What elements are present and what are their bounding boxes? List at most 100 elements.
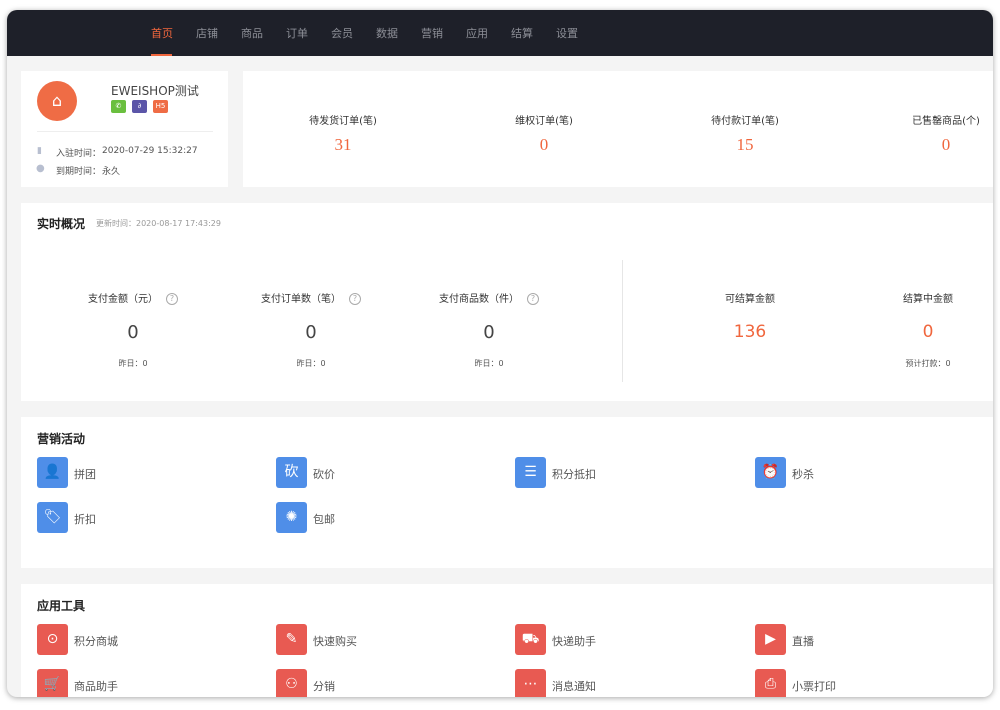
join-time: 2020-07-29 15:32:27 (102, 146, 198, 156)
pen-icon: ✎ (276, 624, 307, 655)
shop-profile-card: ⌂ EWEISHOP测试 ✆ ∂ H5 ▮ 入驻时间： 2020-07-29 1… (21, 71, 228, 187)
item-label: 积分商城 (74, 635, 118, 648)
item-label: 分销 (313, 680, 335, 693)
settle-label: 结算中金额 (903, 294, 953, 305)
stat-label: 已售罄商品(个) (912, 116, 980, 127)
section-title: 应用工具 (37, 599, 86, 613)
settle-label: 可结算金额 (725, 294, 775, 305)
settle-value: 0 (922, 322, 934, 342)
item-label: 快速购买 (313, 635, 357, 648)
nav-home[interactable]: 首页 (151, 27, 173, 40)
h5-badge: H5 (153, 100, 168, 113)
item-label: 秒杀 (792, 468, 814, 481)
tool-item-notifications[interactable]: ⋯ 消息通知 (515, 669, 715, 697)
wechat-icon: ✆ (111, 100, 126, 113)
help-icon[interactable]: ? (349, 293, 361, 305)
order-stats-card: 待发货订单(笔) 31 维权订单(笔) 0 待付款订单(笔) 15 已售罄商品(… (243, 71, 993, 187)
metric-yesterday: 昨日：0 (118, 359, 148, 368)
nav-apps[interactable]: 应用 (466, 27, 488, 40)
shop-name: EWEISHOP测试 (111, 84, 199, 98)
metric-label-order-count: 支付订单数（笔）? (261, 290, 361, 305)
tool-item-receipt-printing[interactable]: ⎙ 小票打印 (755, 669, 955, 697)
metric-label: 支付订单数（笔） (261, 294, 341, 305)
stat-label: 待付款订单(笔) (711, 116, 779, 127)
tool-item-product-assistant[interactable]: 🛒 商品助手 (37, 669, 237, 697)
printer-icon: ⎙ (755, 669, 786, 697)
bookmark-icon: ▮ (37, 146, 42, 156)
marketing-item-group-buy[interactable]: 👤 拼团 (37, 457, 237, 489)
nav-settlement[interactable]: 结算 (511, 27, 533, 40)
truck-icon: ⛟ (515, 624, 546, 655)
metric-yesterday: 昨日：0 (474, 359, 504, 368)
price-tag-icon: 🏷 (37, 502, 68, 533)
stat-value[interactable]: 15 (736, 135, 754, 154)
clock-icon: ● (36, 163, 45, 174)
miniprogram-icon: ∂ (132, 100, 147, 113)
metric-label: 支付商品数（件） (439, 294, 519, 305)
metric-value: 0 (127, 322, 139, 343)
bargain-icon: 砍 (276, 457, 307, 488)
app-tools-section: 应用工具 ⊙ 积分商城 ✎ 快速购买 ⛟ 快递助手 ▶ 直播 🛒 商品助手 ⚇ 分销 ⋯ 消息… (21, 584, 993, 697)
marketing-item-discount[interactable]: 🏷 折扣 (37, 502, 237, 534)
shopping-bag-icon: ⊙ (37, 624, 68, 655)
expected-payout: 预计打款：0 (905, 359, 951, 368)
coins-icon: ☰ (515, 457, 546, 488)
item-label: 折扣 (74, 513, 96, 526)
nav-settings[interactable]: 设置 (556, 27, 578, 40)
metric-label: 支付金额（元） (88, 294, 158, 305)
basket-icon: 🛒 (37, 669, 68, 697)
store-avatar-icon: ⌂ (37, 81, 77, 121)
item-label: 积分抵扣 (552, 468, 596, 481)
metric-label-product-count: 支付商品数（件）? (439, 290, 539, 305)
tool-item-quick-buy[interactable]: ✎ 快速购买 (276, 624, 476, 656)
item-label: 快递助手 (552, 635, 596, 648)
nav-products[interactable]: 商品 (241, 27, 263, 40)
app-window: 首页 店铺 商品 订单 会员 数据 营销 应用 结算 设置 ⌂ EWEISHOP… (7, 10, 993, 697)
item-label: 砍价 (313, 468, 335, 481)
nav-marketing[interactable]: 营销 (421, 27, 443, 40)
item-label: 消息通知 (552, 680, 596, 693)
update-time: 更新时间：2020-08-17 17:43:29 (96, 219, 221, 228)
tool-item-points-mall[interactable]: ⊙ 积分商城 (37, 624, 237, 656)
tool-item-live[interactable]: ▶ 直播 (755, 624, 955, 656)
stat-value[interactable]: 31 (334, 135, 352, 154)
marketing-item-free-shipping[interactable]: ✺ 包邮 (276, 502, 476, 534)
item-label: 直播 (792, 635, 814, 648)
stat-label: 待发货订单(笔) (309, 116, 377, 127)
nav-members[interactable]: 会员 (331, 27, 353, 40)
stat-label: 维权订单(笔) (515, 116, 573, 127)
marketing-section: 营销活动 👤 拼团 砍砍价 ☰ 积分抵扣 ⏰ 秒杀 🏷 折扣 ✺ 包邮 (21, 417, 993, 568)
section-title: 营销活动 (37, 432, 86, 446)
message-icon: ⋯ (515, 669, 546, 697)
item-label: 小票打印 (792, 680, 836, 693)
active-tab-indicator (151, 54, 172, 56)
expire-time-label: 到期时间： (56, 167, 102, 177)
section-title: 实时概况 (37, 217, 86, 231)
stat-value[interactable]: 0 (539, 135, 549, 154)
expire-time: 永久 (102, 167, 121, 177)
help-icon[interactable]: ? (166, 293, 178, 305)
help-icon[interactable]: ? (527, 293, 539, 305)
nav-orders[interactable]: 订单 (286, 27, 308, 40)
item-label: 拼团 (74, 468, 96, 481)
hierarchy-icon: ⚇ (276, 669, 307, 697)
free-shipping-badge-icon: ✺ (276, 502, 307, 533)
alarm-clock-icon: ⏰ (755, 457, 786, 488)
metric-label-pay-amount: 支付金额（元）? (88, 290, 178, 305)
metric-value: 0 (305, 322, 317, 343)
nav-store[interactable]: 店铺 (196, 27, 218, 40)
group-buy-icon: 👤 (37, 457, 68, 488)
nav-data[interactable]: 数据 (376, 27, 398, 40)
metric-value: 0 (483, 322, 495, 343)
tv-icon: ▶ (755, 624, 786, 655)
tool-item-express-assistant[interactable]: ⛟ 快递助手 (515, 624, 715, 656)
marketing-item-bargain[interactable]: 砍砍价 (276, 457, 476, 489)
marketing-item-points-deduction[interactable]: ☰ 积分抵扣 (515, 457, 715, 489)
divider (622, 260, 623, 382)
item-label: 包邮 (313, 513, 335, 526)
top-nav: 首页 店铺 商品 订单 会员 数据 营销 应用 结算 设置 (7, 10, 993, 56)
settle-value: 136 (733, 322, 767, 342)
marketing-item-flash-sale[interactable]: ⏰ 秒杀 (755, 457, 955, 489)
stat-value[interactable]: 0 (941, 135, 951, 154)
tool-item-distribution[interactable]: ⚇ 分销 (276, 669, 476, 697)
